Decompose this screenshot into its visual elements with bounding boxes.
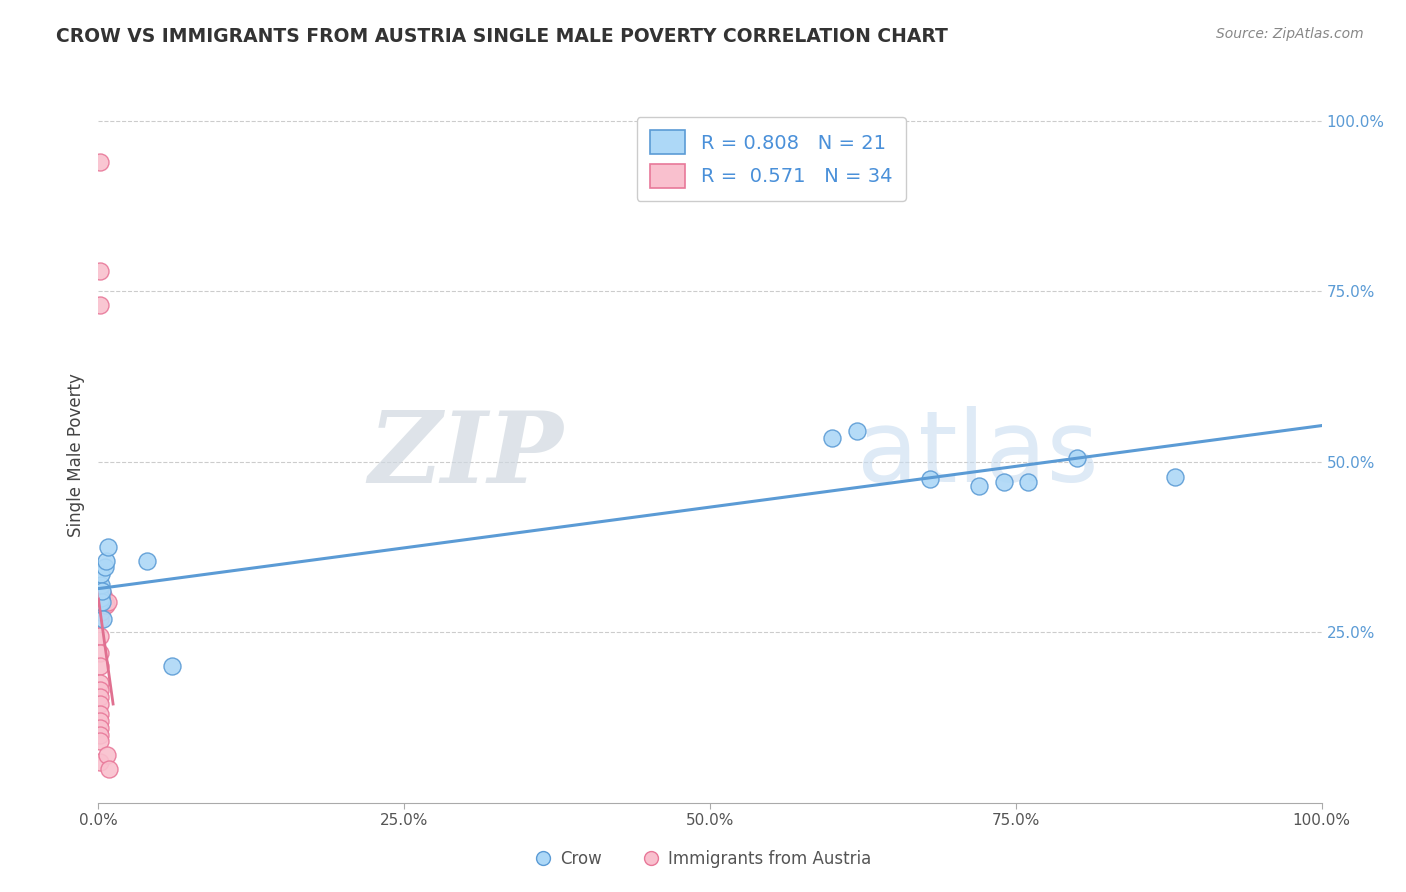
Point [91,588,114,602]
Point [89,629,111,643]
Point [91,591,114,606]
Point [89,755,111,769]
Point [90,591,112,606]
Point [89,646,111,660]
Point [90,577,112,591]
Point [89,697,111,711]
Point [89,264,111,278]
Point [993,475,1015,490]
Point [89,612,111,626]
Point [89,721,111,735]
Point [967,478,990,492]
Point [90,601,112,615]
Legend: Crow, Immigrants from Austria: Crow, Immigrants from Austria [529,844,877,875]
Point [90,567,112,582]
Point [89,594,111,608]
Point [160,659,183,673]
Point [1066,451,1088,466]
Point [89,683,111,698]
Point [1017,475,1039,490]
Point [90,605,112,619]
Point [89,581,111,595]
Text: Source: ZipAtlas.com: Source: ZipAtlas.com [1216,27,1364,41]
Point [98,762,121,776]
Point [93,560,115,574]
Point [89,707,111,722]
Point [136,554,159,568]
Point [97,594,120,608]
Point [96,747,118,762]
Point [94,554,117,568]
Point [89,714,111,728]
Point [845,424,868,438]
Text: CROW VS IMMIGRANTS FROM AUSTRIA SINGLE MALE POVERTY CORRELATION CHART: CROW VS IMMIGRANTS FROM AUSTRIA SINGLE M… [56,27,948,45]
Text: atlas: atlas [856,407,1098,503]
Point [90,594,112,608]
Point [920,472,942,486]
Point [97,540,120,554]
Point [91,594,114,608]
Point [89,728,111,742]
Legend: R = 0.808   N = 21, R =  0.571   N = 34: R = 0.808 N = 21, R = 0.571 N = 34 [637,117,905,202]
Point [89,298,111,312]
Point [1164,469,1187,483]
Point [89,594,111,608]
Point [91,594,114,608]
Point [89,676,111,690]
Point [89,734,111,748]
Point [89,154,111,169]
Point [89,659,111,673]
Point [94,598,117,612]
Text: ZIP: ZIP [368,407,564,503]
Point [90,598,112,612]
Point [90,588,112,602]
Point [93,594,115,608]
Y-axis label: Single Male Poverty: Single Male Poverty [67,373,86,537]
Point [91,612,114,626]
Point [91,584,114,599]
Point [93,598,115,612]
Point [821,431,844,445]
Point [89,690,111,704]
Point [89,605,111,619]
Point [89,601,111,615]
